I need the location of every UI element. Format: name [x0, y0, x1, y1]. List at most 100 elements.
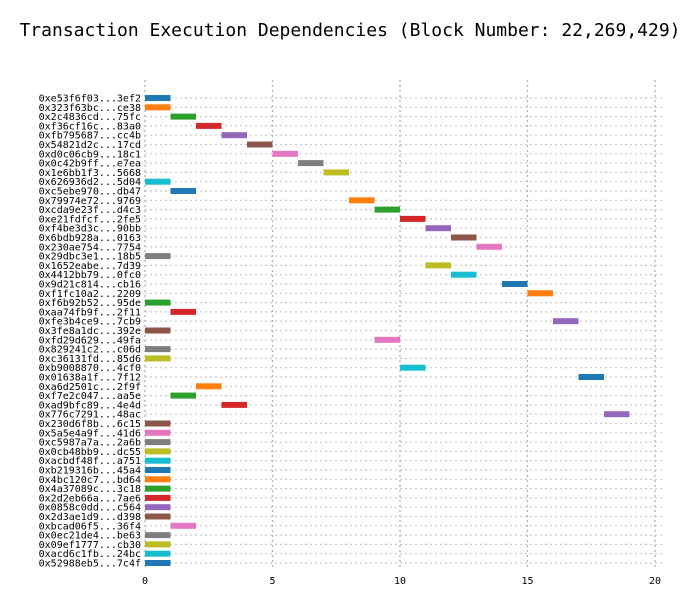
y-tick-label: 0x01638a1f...7f12 — [39, 373, 141, 384]
y-tick-label: 0x4a37089c...3c18 — [39, 484, 141, 495]
task-bar — [272, 150, 298, 157]
y-tick-label: 0xf6b92b52...95de — [39, 298, 141, 309]
chart-title: Transaction Execution Dependencies (Bloc… — [19, 20, 681, 41]
task-bar — [221, 132, 247, 139]
y-tick-label: 0x1e6bb1f3...5668 — [39, 168, 141, 179]
task-bar — [170, 522, 196, 529]
task-bar — [145, 457, 171, 464]
y-tick-label: 0x230ae754...7754 — [39, 242, 141, 253]
y-tick-label: 0x626936d2...5d04 — [39, 177, 141, 188]
task-bar — [400, 215, 426, 222]
task-bar — [145, 448, 171, 455]
task-bar — [145, 485, 171, 492]
y-tick-label: 0x2d3ae1d9...d398 — [39, 512, 141, 523]
task-bar — [170, 113, 196, 120]
task-bar — [374, 206, 400, 213]
task-bar — [145, 550, 171, 557]
task-bar — [476, 243, 502, 250]
y-tick-label: 0x4412bb79...0fc0 — [39, 270, 141, 281]
task-bar — [527, 290, 553, 297]
y-tick-label: 0xe53f6f03...3ef2 — [39, 94, 141, 105]
task-bar — [145, 494, 171, 501]
y-tick-label: 0xc36131fd...85d6 — [39, 354, 141, 365]
task-bar — [400, 364, 426, 371]
x-tick-label: 20 — [649, 576, 661, 587]
task-bar — [145, 429, 171, 436]
y-tick-label: 0x0ec21de4...be63 — [39, 531, 141, 542]
y-tick-label: 0xcda9e23f...d4c3 — [39, 205, 141, 216]
task-bar — [145, 95, 171, 101]
y-tick-label: 0x9d21c814...cb16 — [39, 280, 141, 291]
y-tick-label: 0x4bc120c7...bd64 — [39, 475, 141, 486]
y-tick-label: 0x79974e72...9769 — [39, 196, 141, 207]
task-bar — [145, 178, 171, 185]
y-tick-label: 0xfb795687...cc4b — [39, 131, 141, 142]
y-tick-label: 0x230d6f8b...6c15 — [39, 419, 141, 430]
task-bar — [425, 262, 451, 269]
task-bar — [298, 160, 324, 167]
y-tick-label: 0xb219316b...45a4 — [39, 466, 141, 477]
y-tick-label: 0xfd29d629...49fa — [39, 335, 141, 346]
task-bar — [145, 560, 171, 566]
task-bar — [170, 308, 196, 315]
y-tick-label: 0xc5987a7a...2a6b — [39, 438, 141, 449]
y-tick-label: 0x0cb48bb9...dc55 — [39, 447, 141, 458]
y-tick-label: 0xf36cf16c...83a0 — [39, 121, 141, 132]
task-bar — [145, 532, 171, 539]
task-bar — [145, 327, 171, 334]
x-tick-label: 15 — [521, 576, 533, 587]
task-bar — [323, 169, 349, 176]
task-bar — [170, 188, 196, 194]
task-bar — [145, 299, 171, 306]
task-bar — [145, 420, 171, 427]
task-bar — [145, 346, 171, 353]
task-bar — [578, 374, 604, 380]
y-tick-label: 0xb9008870...4cf0 — [39, 363, 141, 374]
y-tick-label: 0xf7e2c047...aa5e — [39, 391, 141, 402]
y-tick-label: 0xf1fc10a2...2209 — [39, 289, 141, 300]
task-bar — [604, 411, 630, 418]
y-tick-label: 0x6bdb928a...0163 — [39, 233, 141, 244]
y-tick-label: 0xad9bfc89...4e4d — [39, 400, 141, 411]
task-bar — [196, 122, 222, 129]
task-bar — [145, 541, 171, 548]
y-tick-label: 0xe21fdfcf...2fe5 — [39, 214, 141, 225]
y-tick-label: 0x776c7291...48ac — [39, 410, 141, 421]
y-tick-label: 0x5a5e4a9f...41d6 — [39, 428, 141, 439]
y-tick-label: 0xacd6c1fb...24bc — [39, 549, 141, 560]
task-bar — [145, 439, 171, 446]
task-bar — [451, 234, 477, 241]
task-bar — [451, 271, 477, 278]
y-tick-label: 0xc5ebe970...db47 — [39, 187, 141, 198]
task-bar — [553, 318, 579, 325]
x-tick-label: 10 — [394, 576, 406, 587]
y-tick-label: 0x0c42b9ff...e7ea — [39, 159, 141, 170]
task-bar — [502, 281, 528, 287]
y-tick-label: 0xacbdf48f...a751 — [39, 456, 141, 467]
y-tick-label: 0x1652eabe...7d39 — [39, 261, 141, 272]
y-tick-label: 0x29dbc3e1...18b5 — [39, 252, 141, 263]
y-tick-label: 0xaa74fb9f...2f11 — [39, 307, 141, 318]
y-tick-label: 0x323f63bc...ce38 — [39, 103, 141, 114]
task-bar — [145, 253, 171, 260]
task-bar — [145, 104, 171, 111]
task-bar — [170, 392, 196, 399]
x-tick-label: 5 — [269, 576, 275, 587]
y-tick-label: 0x2c4836cd...75fc — [39, 112, 141, 123]
task-bar — [374, 336, 400, 343]
task-bar — [145, 355, 171, 362]
y-tick-label: 0xbcad06f5...36f4 — [39, 521, 141, 532]
y-tick-label: 0x09ef1777...cb30 — [39, 540, 141, 551]
y-tick-label: 0x54821d2c...17cd — [39, 140, 141, 151]
task-bar — [145, 476, 171, 483]
task-bar — [221, 401, 247, 408]
x-tick-label: 0 — [142, 576, 148, 587]
task-bar — [145, 467, 171, 473]
y-tick-label: 0xd0c06cb9...18c1 — [39, 149, 141, 160]
y-tick-label: 0xa6d2501c...2f9f — [39, 382, 141, 393]
y-tick-label: 0x0858c0dd...c564 — [39, 503, 141, 514]
task-bar — [425, 225, 451, 232]
task-bar — [145, 513, 171, 520]
y-tick-label: 0x52988eb5...7c4f — [39, 559, 141, 570]
